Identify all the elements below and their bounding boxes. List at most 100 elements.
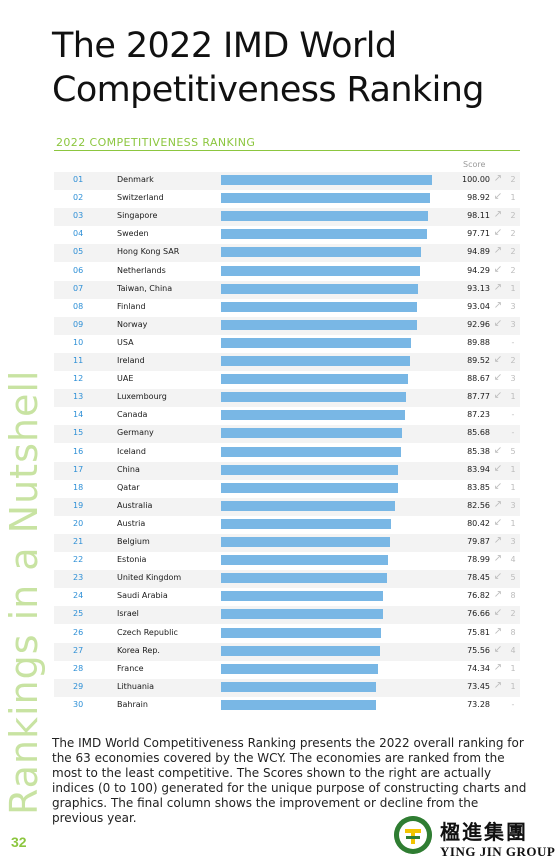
rank-number: 03 bbox=[73, 211, 84, 221]
score-bar bbox=[221, 591, 384, 602]
score-value: 83.85 bbox=[467, 482, 490, 492]
rank-number: 21 bbox=[73, 537, 84, 546]
logo-emblem-icon bbox=[394, 816, 432, 854]
table-row: 22 Estonia 78.99 ↗ 4 bbox=[0, 552, 555, 570]
page-number: 32 bbox=[11, 834, 27, 850]
score-column-header: Score bbox=[463, 160, 486, 169]
country-name: Canada bbox=[117, 410, 148, 420]
trend-up-icon: ↗ bbox=[493, 209, 503, 221]
score-bar bbox=[221, 265, 420, 276]
score-bar bbox=[221, 301, 418, 312]
rank-number: 30 bbox=[73, 699, 84, 709]
country-name: United Kingdom bbox=[117, 573, 182, 583]
rank-change: 4 bbox=[510, 645, 516, 655]
rank-change: 5 bbox=[510, 446, 516, 456]
table-row: 12 UAE 88.67 ↙ 3 bbox=[0, 371, 555, 389]
score-value: 89.88 bbox=[467, 337, 490, 347]
rank-number: 01 bbox=[73, 175, 84, 184]
score-bar bbox=[221, 247, 422, 258]
rank-change: 1 bbox=[510, 663, 516, 673]
table-row: 02 Switzerland 98.92 ↙ 1 bbox=[0, 190, 555, 208]
country-name: UAE bbox=[117, 374, 134, 384]
country-name: Australia bbox=[117, 500, 153, 510]
rank-number: 28 bbox=[73, 663, 84, 673]
rank-change: 3 bbox=[510, 500, 516, 510]
trend-up-icon: ↗ bbox=[493, 661, 503, 673]
score-bar bbox=[221, 410, 406, 421]
country-name: Belgium bbox=[117, 537, 150, 546]
table-row: 14 Canada 87.23 - bbox=[0, 407, 555, 425]
table-row: 18 Qatar 83.85 ↙ 1 bbox=[0, 480, 555, 498]
trend-up-icon: ↗ bbox=[493, 245, 503, 257]
score-value: 87.23 bbox=[467, 410, 490, 420]
country-name: Korea Rep. bbox=[117, 645, 160, 655]
country-name: Saudi Arabia bbox=[117, 591, 168, 601]
rank-change: 3 bbox=[510, 301, 516, 311]
country-name: Finland bbox=[117, 301, 146, 311]
trend-down-icon: ↙ bbox=[493, 390, 503, 402]
country-name: Denmark bbox=[117, 175, 154, 184]
score-bar bbox=[221, 500, 396, 511]
country-name: Bahrain bbox=[117, 699, 148, 709]
score-bar bbox=[221, 681, 376, 692]
rank-number: 06 bbox=[73, 265, 84, 275]
trend-down-icon: ↙ bbox=[493, 191, 503, 203]
table-row: 08 Finland 93.04 ↗ 3 bbox=[0, 299, 555, 317]
score-value: 89.52 bbox=[467, 356, 490, 365]
score-value: 85.68 bbox=[467, 428, 490, 438]
rank-number: 02 bbox=[73, 193, 84, 203]
score-value: 79.87 bbox=[467, 537, 490, 546]
trend-up-icon: ↗ bbox=[493, 498, 503, 510]
rank-change: 1 bbox=[510, 283, 516, 293]
title-line-2: Competitiveness Ranking bbox=[52, 70, 485, 110]
score-value: 78.99 bbox=[467, 555, 490, 565]
trend-down-icon: ↙ bbox=[493, 607, 503, 619]
rank-number: 05 bbox=[73, 247, 84, 257]
score-bar bbox=[221, 627, 381, 638]
rank-change: 3 bbox=[510, 374, 516, 384]
score-value: 78.45 bbox=[467, 573, 490, 583]
rank-number: 24 bbox=[73, 591, 84, 601]
score-value: 75.81 bbox=[467, 627, 490, 637]
rank-change: 8 bbox=[510, 627, 516, 637]
table-row: 10 USA 89.88 - bbox=[0, 335, 555, 353]
country-name: Switzerland bbox=[117, 193, 164, 203]
rank-change: 4 bbox=[510, 555, 516, 565]
country-name: Ireland bbox=[117, 356, 145, 365]
rank-number: 12 bbox=[73, 374, 84, 384]
score-bar bbox=[221, 482, 398, 493]
score-bar bbox=[221, 609, 383, 620]
table-row: 24 Saudi Arabia 76.82 ↗ 8 bbox=[0, 588, 555, 606]
table-row: 11 Ireland 89.52 ↙ 2 bbox=[0, 353, 555, 371]
country-name: Sweden bbox=[117, 229, 149, 239]
rank-number: 14 bbox=[73, 410, 84, 420]
country-name: China bbox=[117, 464, 140, 474]
score-value: 74.34 bbox=[467, 663, 490, 673]
rank-number: 22 bbox=[73, 555, 84, 565]
rank-change: 8 bbox=[510, 591, 516, 601]
rank-change: 5 bbox=[510, 573, 516, 583]
rank-number: 11 bbox=[73, 356, 84, 365]
rank-change: 2 bbox=[510, 265, 516, 275]
rank-change: 1 bbox=[510, 464, 516, 474]
table-row: 06 Netherlands 94.29 ↙ 2 bbox=[0, 263, 555, 281]
rank-number: 27 bbox=[73, 645, 84, 655]
country-name: Qatar bbox=[117, 482, 140, 492]
score-bar bbox=[221, 193, 430, 204]
country-name: Iceland bbox=[117, 446, 146, 456]
score-value: 85.38 bbox=[467, 446, 490, 456]
rank-number: 25 bbox=[73, 609, 84, 619]
score-value: 93.04 bbox=[467, 301, 490, 311]
trend-up-icon: ↗ bbox=[493, 173, 503, 184]
score-bar bbox=[221, 283, 418, 294]
trend-down-icon: ↙ bbox=[493, 227, 503, 239]
trend-up-icon: ↗ bbox=[493, 589, 503, 601]
rank-change: 3 bbox=[510, 319, 516, 329]
country-name: France bbox=[117, 663, 144, 673]
score-bar bbox=[221, 211, 428, 222]
score-bar bbox=[221, 663, 378, 674]
rank-change: 2 bbox=[510, 211, 516, 221]
table-row: 26 Czech Republic 75.81 ↗ 8 bbox=[0, 625, 555, 643]
country-name: Netherlands bbox=[117, 265, 166, 275]
table-row: 15 Germany 85.68 - bbox=[0, 425, 555, 444]
